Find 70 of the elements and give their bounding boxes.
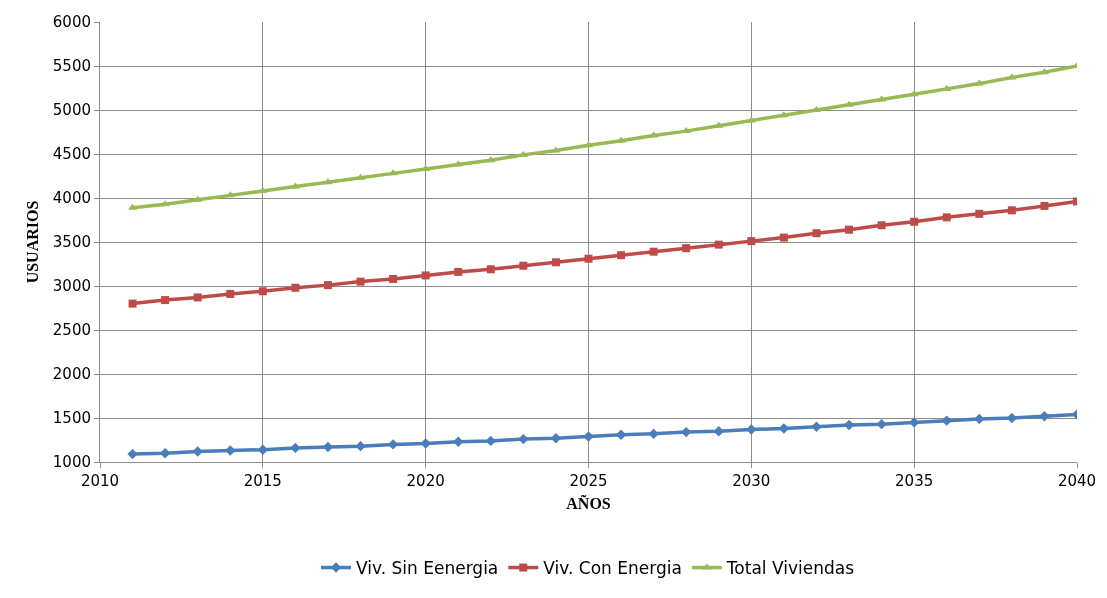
point bbox=[682, 244, 691, 253]
point bbox=[811, 421, 822, 432]
y-tick-label: 5500 bbox=[52, 57, 91, 76]
point bbox=[551, 258, 560, 267]
point bbox=[1040, 201, 1049, 210]
point bbox=[453, 160, 463, 167]
point bbox=[746, 116, 756, 123]
y-tick-label: 1500 bbox=[52, 409, 91, 428]
x-tick-label: 2040 bbox=[1057, 472, 1097, 490]
x-tick-label: 2010 bbox=[80, 472, 120, 490]
y-tick-label: 4000 bbox=[52, 189, 91, 208]
point bbox=[291, 283, 300, 292]
point bbox=[974, 79, 984, 86]
point bbox=[161, 296, 170, 305]
point bbox=[258, 287, 267, 296]
point bbox=[518, 433, 529, 445]
point bbox=[648, 428, 659, 440]
point bbox=[485, 435, 496, 447]
point bbox=[617, 251, 626, 260]
x-tick-label: 2020 bbox=[406, 472, 445, 490]
point bbox=[454, 267, 463, 276]
point bbox=[941, 415, 952, 426]
point bbox=[942, 213, 951, 222]
x-tick-label: 2035 bbox=[895, 472, 934, 490]
y-tick-label: 5000 bbox=[52, 101, 91, 120]
point bbox=[910, 217, 919, 226]
point bbox=[1007, 206, 1016, 215]
point bbox=[519, 261, 528, 270]
y-tick-label: 1000 bbox=[52, 453, 91, 472]
point bbox=[389, 274, 398, 283]
point bbox=[812, 229, 821, 238]
legend-label: Total Viviendas bbox=[725, 558, 855, 579]
point bbox=[974, 413, 985, 425]
point bbox=[649, 247, 658, 256]
point bbox=[421, 271, 430, 280]
point bbox=[845, 225, 854, 234]
x-tick-label: 2030 bbox=[732, 472, 771, 490]
y-tick-label: 2000 bbox=[52, 365, 91, 384]
point bbox=[486, 265, 495, 274]
point bbox=[975, 209, 984, 218]
point bbox=[355, 440, 366, 452]
y-tick-label: 6000 bbox=[52, 13, 91, 32]
point bbox=[356, 277, 365, 286]
y-tick-label: 3000 bbox=[52, 277, 91, 296]
point bbox=[681, 426, 692, 438]
point bbox=[323, 281, 332, 290]
point bbox=[486, 156, 496, 163]
x-axis-title: AÑOS bbox=[566, 493, 611, 512]
point bbox=[877, 221, 886, 230]
point bbox=[226, 289, 235, 298]
legend-label: Viv. Con Energia bbox=[543, 558, 682, 579]
point bbox=[649, 131, 659, 138]
point bbox=[128, 299, 137, 308]
y-tick-label: 3500 bbox=[52, 233, 91, 252]
x-tick-label: 2025 bbox=[569, 472, 608, 490]
point bbox=[747, 237, 756, 246]
point bbox=[779, 233, 788, 242]
point bbox=[1039, 411, 1050, 422]
y-tick-label: 4500 bbox=[52, 145, 91, 164]
point bbox=[584, 254, 593, 263]
point bbox=[876, 418, 887, 430]
point bbox=[127, 448, 138, 460]
point bbox=[714, 240, 723, 249]
point bbox=[193, 293, 202, 302]
x-tick-label: 2015 bbox=[243, 472, 282, 490]
legend-label: Viv. Sin Eenergia bbox=[356, 558, 499, 579]
y-axis-title: USUARIOS bbox=[23, 200, 41, 284]
y-tick-label: 2500 bbox=[52, 321, 91, 340]
point bbox=[323, 178, 333, 185]
point bbox=[290, 442, 301, 454]
